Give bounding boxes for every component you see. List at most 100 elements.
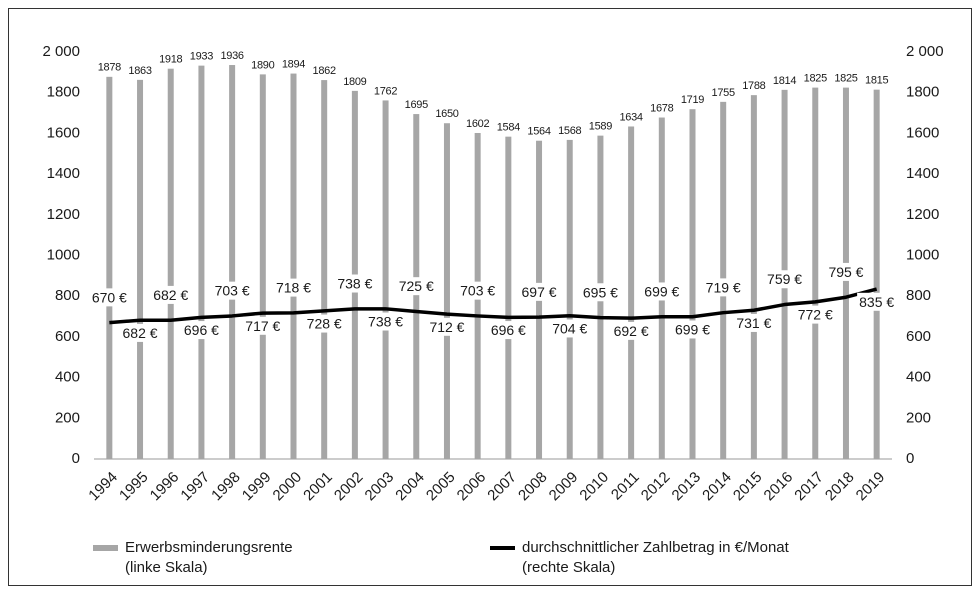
y2-tick-label: 200 — [906, 409, 931, 426]
x-tick-label: 2004 — [392, 469, 428, 505]
x-tick-label: 2007 — [484, 469, 520, 505]
y2-tick-label: 2 000 — [906, 43, 944, 60]
bar-value-label: 1634 — [619, 111, 642, 123]
x-tick-label: 1999 — [239, 469, 275, 505]
bar-value-label: 1762 — [374, 85, 397, 97]
line-value-label: 699 € — [644, 283, 679, 299]
line-value-label-group: 712 € — [427, 317, 467, 336]
y-tick-label: 200 — [55, 409, 80, 426]
x-tick-label: 2015 — [730, 469, 766, 505]
x-tick-label: 2003 — [362, 469, 398, 505]
line-value-label-group: 695 € — [580, 283, 621, 302]
bar — [290, 73, 297, 460]
bar — [812, 87, 819, 460]
line-value-label-bg — [427, 317, 467, 336]
bar-value-label: 1814 — [773, 75, 796, 87]
y-tick-label: 1400 — [47, 165, 80, 182]
line-value-label-bg — [672, 320, 713, 339]
x-tick-label: 2017 — [791, 469, 827, 505]
x-tick-label: 1998 — [208, 469, 244, 505]
bar-value-label: 1890 — [251, 59, 274, 71]
line-value-label-bg — [458, 281, 498, 300]
line-value-label: 699 € — [675, 321, 710, 337]
line-value-label-group: 670 € — [89, 288, 130, 307]
bar-value-label: 1933 — [190, 51, 213, 63]
bar-value-label: 1589 — [589, 121, 612, 133]
line — [109, 287, 878, 325]
line-value-label-group: 738 € — [335, 274, 375, 293]
line-value-label-bg — [519, 282, 559, 301]
line-value-label-bg — [243, 316, 283, 335]
bar-value-label: 1825 — [834, 73, 857, 85]
y2-tick-label: 1800 — [906, 84, 939, 101]
x-tick-label: 2013 — [669, 469, 705, 505]
bar-value-label: 1809 — [343, 76, 366, 88]
bar — [229, 65, 236, 460]
line-value-label-bg — [765, 270, 805, 289]
y2-tick-label: 400 — [906, 369, 931, 386]
bar — [382, 100, 389, 460]
line-value-label-group: 703 € — [458, 281, 498, 300]
bar — [750, 95, 757, 459]
y-tick-label: 0 — [72, 450, 80, 467]
line-value-label: 835 € — [859, 294, 894, 310]
bar — [689, 109, 696, 459]
bar-value-label: 1894 — [282, 58, 305, 70]
x-tick-label: 2005 — [423, 469, 459, 505]
x-tick-label: 2019 — [853, 469, 889, 505]
line-value-label-group: 738 € — [366, 312, 406, 331]
line-value-label-group: 696 € — [181, 321, 222, 340]
line-value-label-group: 692 € — [611, 321, 651, 340]
line-value-label-bg — [366, 312, 406, 331]
x-tick-label: 1994 — [85, 469, 121, 505]
bar-value-label: 1918 — [159, 54, 182, 66]
line-value-label-group: 682 € — [151, 285, 191, 304]
y2-tick-label: 1400 — [906, 165, 939, 182]
bar — [443, 123, 450, 459]
legend-label: Erwerbsminderungsrente (linke Skala) — [125, 539, 293, 576]
line-value-label-bg — [580, 283, 621, 302]
bar-value-label: 1650 — [435, 108, 458, 120]
line-value-label: 738 € — [337, 276, 372, 292]
line-value-label: 697 € — [522, 284, 557, 300]
bar — [321, 80, 328, 459]
y2-tick-label: 600 — [906, 328, 931, 345]
y2-tick-label: 1200 — [906, 206, 939, 223]
bar-value-label: 1825 — [804, 73, 827, 85]
line-value-label-group: 772 € — [795, 305, 835, 324]
line-value-label-group: 728 € — [304, 314, 344, 333]
y2-tick-label: 1600 — [906, 124, 939, 141]
y-tick-label: 1000 — [47, 246, 80, 263]
line-value-label-group: 795 € — [826, 262, 866, 281]
y-tick-label: 800 — [55, 287, 80, 304]
line-value-label-group: 718 € — [273, 278, 314, 297]
bar-value-label: 1564 — [527, 126, 550, 138]
line-value-label: 695 € — [583, 284, 618, 300]
line-value-label: 704 € — [552, 320, 587, 336]
line-value-label-bg — [181, 321, 222, 340]
line-value-label-bg — [550, 319, 590, 338]
x-tick-label: 2002 — [331, 469, 367, 505]
line-value-label-bg — [826, 262, 866, 281]
line-value-label-bg — [89, 288, 130, 307]
bar-value-label: 1862 — [313, 65, 336, 77]
line-value-label: 772 € — [798, 307, 833, 323]
line-value-label-group: 731 € — [734, 313, 774, 332]
line-value-label: 682 € — [153, 287, 188, 303]
line-value-label-bg — [304, 314, 344, 333]
bar-value-label: 1584 — [497, 122, 520, 134]
y-tick-label: 1800 — [47, 84, 80, 101]
line-value-label: 728 € — [307, 316, 342, 332]
line-value-label: 692 € — [614, 323, 649, 339]
x-tick-label: 2008 — [515, 469, 551, 505]
line-value-label: 717 € — [245, 318, 280, 334]
line-value-label-group: 717 € — [243, 316, 283, 335]
line-value-label-bg — [212, 281, 252, 300]
line-value-label: 719 € — [706, 279, 741, 295]
line-value-label-bg — [734, 313, 774, 332]
line-value-label-bg — [273, 278, 314, 297]
x-tick-label: 2011 — [608, 469, 643, 504]
bar-value-label: 1568 — [558, 125, 581, 137]
x-tick-label: 2010 — [576, 469, 612, 505]
line-value-label-bg — [857, 292, 897, 311]
